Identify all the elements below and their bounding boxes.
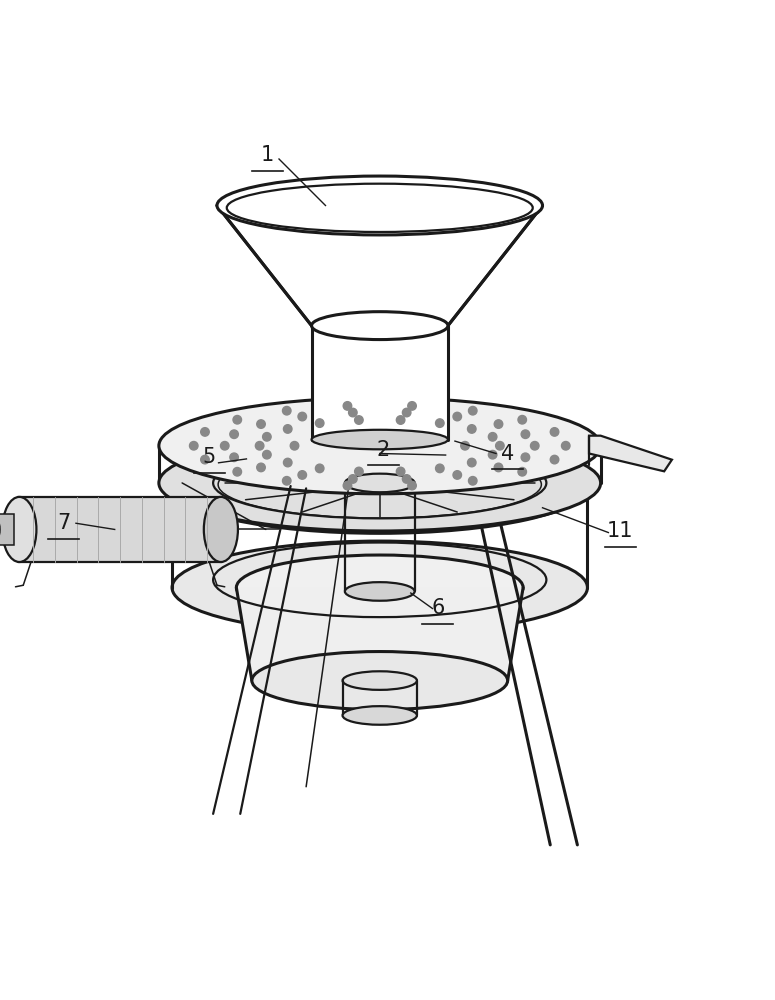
Polygon shape [0,514,14,545]
Circle shape [298,412,306,421]
Circle shape [460,441,470,450]
Text: 6: 6 [431,598,445,618]
Circle shape [468,406,477,415]
Circle shape [467,458,476,467]
Circle shape [233,467,242,476]
Polygon shape [19,497,221,562]
Ellipse shape [345,474,415,492]
Circle shape [468,477,477,485]
Ellipse shape [217,176,542,235]
Ellipse shape [172,440,587,533]
Circle shape [343,481,352,490]
Circle shape [257,463,265,472]
Circle shape [521,430,529,438]
Circle shape [550,455,559,464]
Circle shape [355,467,363,476]
Circle shape [402,475,411,483]
Circle shape [488,450,497,459]
Ellipse shape [343,671,417,690]
Circle shape [298,471,306,479]
Ellipse shape [227,184,532,232]
Circle shape [436,464,444,473]
Text: 2: 2 [377,440,391,460]
Circle shape [453,412,462,421]
Circle shape [355,416,363,424]
Text: 4: 4 [501,444,515,464]
Circle shape [349,408,357,417]
Ellipse shape [343,706,417,725]
Circle shape [396,467,405,476]
Circle shape [408,402,416,410]
Polygon shape [236,588,523,681]
Text: 5: 5 [202,447,216,467]
Ellipse shape [312,430,448,449]
Ellipse shape [159,435,601,531]
Circle shape [201,428,209,436]
Circle shape [201,455,209,464]
Circle shape [550,428,559,436]
Circle shape [257,420,265,428]
Circle shape [467,425,476,433]
Circle shape [315,464,324,473]
Circle shape [282,477,291,485]
Polygon shape [312,326,448,440]
Ellipse shape [172,541,587,634]
Circle shape [518,415,526,424]
Circle shape [290,441,299,450]
Polygon shape [589,436,672,471]
Circle shape [315,419,324,427]
Ellipse shape [345,582,415,601]
Circle shape [233,415,242,424]
Circle shape [436,419,444,427]
Circle shape [561,441,570,450]
Circle shape [396,416,405,424]
Circle shape [402,408,411,417]
Ellipse shape [2,497,36,562]
Ellipse shape [252,652,508,710]
Circle shape [518,467,526,476]
Circle shape [230,453,239,462]
Circle shape [408,481,416,490]
Ellipse shape [159,398,601,494]
Circle shape [349,475,357,483]
Text: 7: 7 [57,513,71,533]
Circle shape [230,430,239,438]
Ellipse shape [312,312,448,340]
Circle shape [494,420,503,428]
Text: 1: 1 [260,145,274,165]
Circle shape [283,406,291,415]
Circle shape [521,453,529,462]
Circle shape [220,441,229,450]
Circle shape [284,458,292,467]
Circle shape [263,433,271,441]
Circle shape [343,402,352,410]
Circle shape [284,425,292,433]
Circle shape [496,441,504,450]
Text: 11: 11 [607,521,633,541]
Circle shape [453,471,462,479]
Ellipse shape [236,555,523,620]
Circle shape [263,450,271,459]
Circle shape [256,441,264,450]
Circle shape [530,441,539,450]
Ellipse shape [204,497,238,562]
Polygon shape [217,206,542,326]
Circle shape [488,433,497,441]
Circle shape [190,441,198,450]
Circle shape [494,463,503,472]
